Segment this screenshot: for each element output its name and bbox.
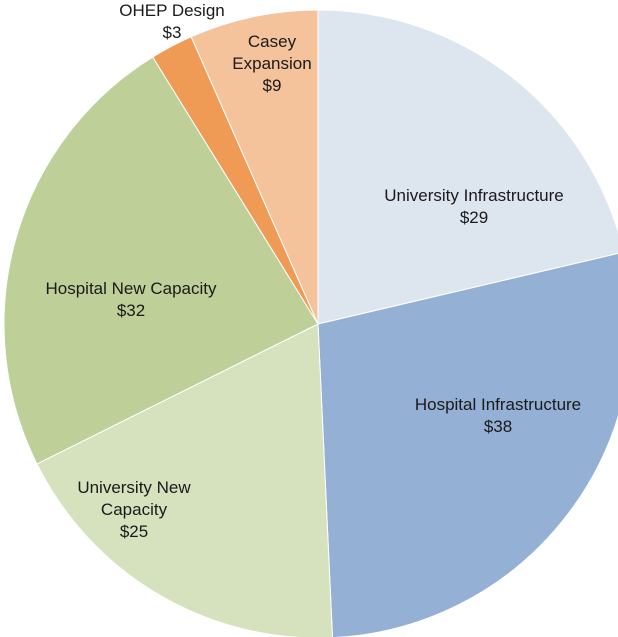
pie-label-university-infrastructure: University Infrastructure $29 (384, 186, 564, 227)
pie-label-line: Hospital Infrastructure (415, 395, 581, 414)
pie-label-university-new-capacity: University New Capacity $25 (77, 478, 191, 541)
pie-label-line: Hospital New Capacity (45, 279, 217, 298)
pie-label-line: $29 (460, 208, 488, 227)
pie-label-line: $32 (117, 301, 145, 320)
pie-label-line: University New (77, 478, 191, 497)
pie-label-line: University Infrastructure (384, 186, 564, 205)
pie-slice-casey-expansion (190, 9, 319, 325)
pie-label-line: $9 (263, 76, 282, 95)
pie-slice-hospital-new-capacity (3, 56, 319, 465)
pie-label-line: Capacity (101, 500, 168, 519)
pie-label-line: Expansion (232, 54, 311, 73)
pie-slices (3, 9, 618, 637)
pie-labels: University Infrastructure $29 Hospital Inf… (45, 1, 581, 541)
pie-label-line: $25 (120, 522, 148, 541)
pie-label-ohep-design: OHEP Design $3 (119, 1, 225, 42)
pie-label-casey-expansion: Casey Expansion $9 (232, 32, 311, 95)
pie-label-line: $38 (484, 417, 512, 436)
pie-label-line: OHEP Design (119, 1, 225, 20)
pie-label-line: Casey (248, 32, 297, 51)
pie-label-line: $3 (163, 23, 182, 42)
pie-label-hospital-infrastructure: Hospital Infrastructure $38 (415, 395, 581, 436)
pie-slice-hospital-infrastructure (317, 252, 618, 637)
pie-label-hospital-new-capacity: Hospital New Capacity $32 (45, 279, 217, 320)
pie-slice-university-infrastructure (317, 9, 618, 325)
